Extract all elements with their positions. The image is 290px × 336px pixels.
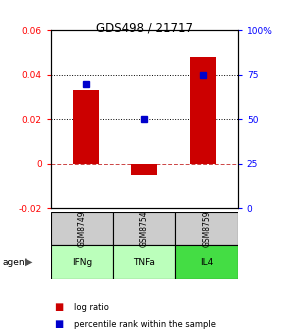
Text: ■: ■	[54, 319, 63, 329]
Text: log ratio: log ratio	[74, 303, 109, 312]
Text: IFNg: IFNg	[72, 258, 92, 266]
Text: GDS498 / 21717: GDS498 / 21717	[97, 22, 193, 35]
Bar	[113, 212, 175, 245]
Bar	[51, 212, 113, 245]
Text: IL4: IL4	[200, 258, 213, 266]
Bar	[51, 245, 113, 279]
Bar	[73, 90, 99, 164]
Text: GSM8754: GSM8754	[140, 210, 149, 247]
Text: percentile rank within the sample: percentile rank within the sample	[74, 320, 216, 329]
Text: ▶: ▶	[25, 257, 32, 267]
Text: agent: agent	[3, 258, 29, 266]
Text: GSM8759: GSM8759	[202, 210, 211, 247]
Bar	[175, 212, 238, 245]
Bar	[190, 57, 216, 164]
Text: TNFa: TNFa	[133, 258, 155, 266]
Bar	[131, 164, 157, 175]
Bar	[113, 245, 175, 279]
Text: ■: ■	[54, 302, 63, 312]
Bar	[175, 245, 238, 279]
Text: GSM8749: GSM8749	[77, 210, 86, 247]
